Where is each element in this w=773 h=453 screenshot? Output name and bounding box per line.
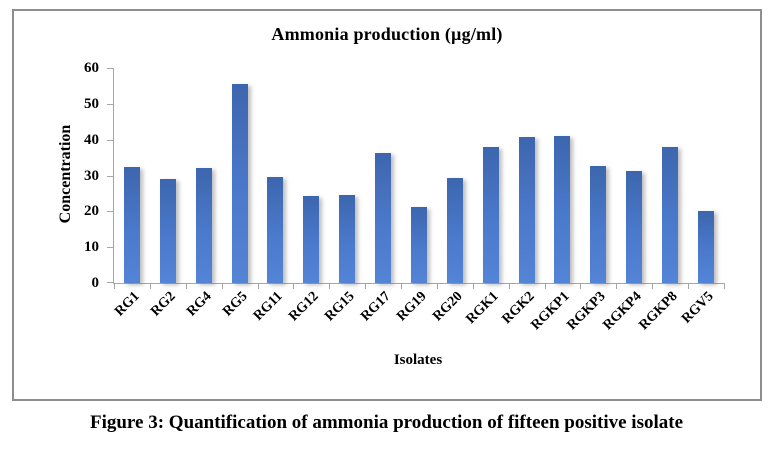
chart-title: Ammonia production (µg/ml) (271, 24, 503, 44)
bar-slot: RGKP8 (637, 68, 688, 333)
bar (303, 195, 320, 283)
bar-slot: RG1 (112, 68, 150, 319)
x-tick-mark (544, 283, 546, 289)
figure-caption: Figure 3: Quantification of ammonia prod… (89, 412, 684, 433)
bar-slot: RG4 (184, 68, 222, 319)
bar-slot: RG19 (394, 68, 437, 324)
x-tick-mark (114, 283, 115, 289)
bar-slot: RGK2 (499, 68, 545, 327)
bar (482, 146, 499, 283)
bar-slot: RGKP1 (529, 68, 581, 333)
plot-area: RG1 RG2 RG4 RG5 RG11 RG12 RG15 RG17 RG19 RG20 RGK1… (107, 68, 725, 333)
y-tick-label: 50 (84, 95, 99, 112)
bar (662, 146, 679, 283)
bar (375, 152, 392, 283)
bar (590, 166, 607, 283)
x-tick-mark (185, 283, 187, 289)
bar-slot: RG15 (322, 68, 365, 324)
x-tick-mark (616, 283, 618, 289)
y-tick-label: 10 (84, 239, 99, 256)
y-tick-label: 40 (84, 131, 99, 148)
bar (159, 178, 176, 283)
y-tick-label: 60 (84, 60, 99, 76)
x-tick-mark (580, 283, 582, 289)
y-tick-label: 0 (91, 275, 100, 291)
chart-figure: Ammonia production (µg/ml) Concentration… (12, 9, 762, 401)
bar (410, 206, 427, 283)
x-tick-mark (149, 283, 151, 289)
bar (554, 135, 571, 283)
y-tick-mark (107, 282, 114, 283)
bar (267, 177, 284, 283)
bar (518, 136, 535, 283)
y-tick-mark (107, 139, 114, 141)
y-tick-mark (107, 103, 114, 105)
bar-slot: RGKP4 (601, 68, 652, 333)
bar (697, 211, 714, 283)
x-tick-mark (688, 283, 690, 289)
bar-slot: RG11 (251, 68, 294, 324)
x-tick-mark (652, 283, 654, 289)
y-tick-mark (107, 175, 114, 177)
x-tick-mark (293, 283, 295, 289)
bar-slot: RG5 (220, 68, 258, 319)
bar-slot: RG20 (430, 68, 473, 324)
bar-slot: RG17 (358, 68, 401, 324)
y-tick-label: 20 (84, 203, 99, 220)
bar (123, 166, 140, 283)
x-tick-mark (329, 283, 331, 289)
bar-slot: RGV5 (679, 68, 724, 327)
x-tick-mark (724, 283, 725, 289)
y-tick-mark (107, 247, 114, 249)
bar (626, 170, 643, 283)
bar-slot: RGK1 (463, 68, 509, 327)
y-tick-label: 30 (84, 167, 99, 184)
bar (446, 178, 463, 283)
x-tick-mark (365, 283, 367, 289)
x-tick-mark (221, 283, 223, 289)
bar (339, 194, 356, 283)
x-tick-mark (257, 283, 259, 289)
bar (195, 167, 212, 283)
x-tick-mark (436, 283, 438, 289)
bar (231, 83, 248, 283)
y-tick-mark (107, 68, 114, 69)
y-tick-mark (107, 211, 114, 213)
x-axis-label: Isolates (393, 352, 443, 368)
bar-slot: RG12 (287, 68, 329, 324)
x-tick-mark (401, 283, 403, 289)
x-tick-mark (472, 283, 474, 289)
x-tick-mark (508, 283, 510, 289)
bar-slot: RG2 (148, 68, 186, 319)
bar-slot: RGKP3 (565, 68, 616, 333)
